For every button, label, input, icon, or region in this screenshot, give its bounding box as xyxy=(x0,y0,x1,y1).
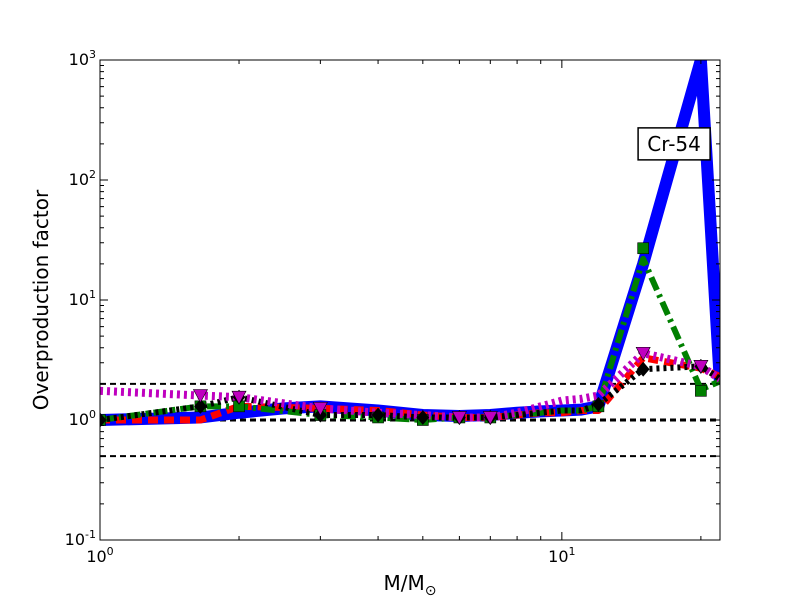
series-4-marker xyxy=(194,398,207,414)
y-tick-label: 103 xyxy=(69,48,96,69)
series-line-5 xyxy=(100,349,720,422)
x-tick-label: 101 xyxy=(548,545,575,566)
annotation-box: Cr-54 xyxy=(637,127,711,161)
x-tick-label: 100 xyxy=(86,545,113,566)
series-5-marker xyxy=(231,390,247,405)
series-5-marker xyxy=(693,360,709,374)
series-5-marker xyxy=(192,389,208,404)
series-line-1 xyxy=(100,60,720,426)
series-4-marker xyxy=(636,361,650,377)
y-axis-label: Overproduction factor xyxy=(29,189,53,410)
series-5-marker xyxy=(482,411,498,426)
series-5-marker xyxy=(635,346,651,361)
y-tick-label: 102 xyxy=(69,168,96,189)
series-4-marker xyxy=(592,396,605,412)
series-4-marker xyxy=(371,407,385,423)
series-5-marker xyxy=(451,411,467,426)
series-3-marker xyxy=(637,242,649,255)
y-tick-label: 101 xyxy=(69,288,96,309)
series-layer xyxy=(100,60,720,426)
x-axis-label: M/M⊙ xyxy=(384,571,437,599)
y-tick-label: 100 xyxy=(69,408,96,429)
annotation-frame xyxy=(637,127,711,161)
series-3-marker xyxy=(695,385,707,397)
y-tick-label: 10-1 xyxy=(65,528,96,549)
annotation-label: Cr-54 xyxy=(647,132,701,156)
series-4-marker xyxy=(416,409,430,425)
series-line-4 xyxy=(100,363,720,423)
series-5-marker xyxy=(312,402,328,417)
